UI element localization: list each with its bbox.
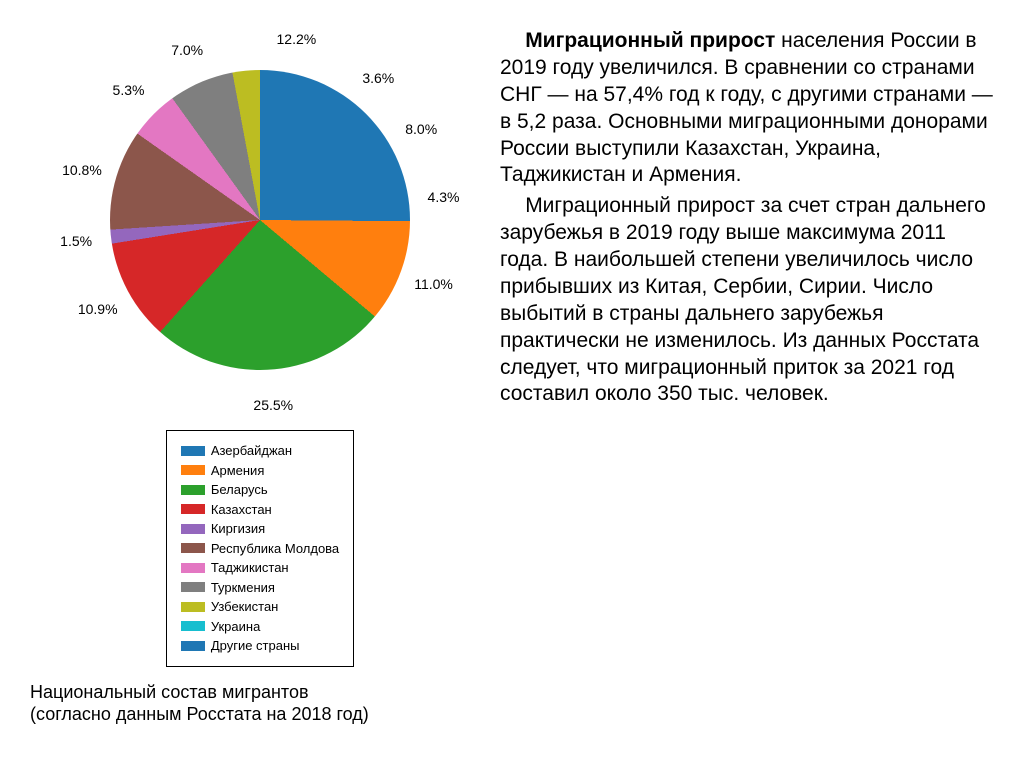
legend-row: Узбекистан [181,597,339,617]
left-column: 4.3% 11.0% 25.5% 10.9% 1.5% 10.8% 5.3% 7.0% 12.2… [0,0,490,767]
pie-slice-label: 10.8% [62,162,102,178]
pie-slice-label: 1.5% [60,233,92,249]
legend-swatch [181,485,205,495]
legend-row: Азербайджан [181,441,339,461]
legend-swatch [181,524,205,534]
legend-label: Беларусь [211,480,268,500]
legend-label: Киргизия [211,519,265,539]
legend-label: Туркмения [211,578,275,598]
legend-swatch [181,563,205,573]
legend-label: Казахстан [211,500,272,520]
pie-slice-label: 8.0% [405,121,437,137]
paragraph-1: Миграционный прирост населения России в … [500,28,994,189]
pie-slice-label: 5.3% [113,82,145,98]
pie-slice-label: 11.0% [414,276,453,292]
pie-slice-label: 10.9% [78,301,118,317]
legend-label: Таджикистан [211,558,289,578]
chart-caption: Национальный состав мигрантов (согласно … [30,681,369,726]
legend-swatch [181,621,205,631]
legend-row: Другие страны [181,636,339,656]
pie-disc [110,70,410,370]
legend-label: Азербайджан [211,441,292,461]
legend-label: Другие страны [211,636,300,656]
legend-row: Киргизия [181,519,339,539]
legend-swatch [181,582,205,592]
pie-slice-label: 3.6% [362,70,394,86]
legend-row: Туркмения [181,578,339,598]
legend-label: Узбекистан [211,597,279,617]
caption-line1: Национальный состав мигрантов [30,682,309,702]
legend-swatch [181,543,205,553]
pie-slice-label: 12.2% [277,31,317,47]
pie-slice-label: 7.0% [171,42,203,58]
legend-label: Республика Молдова [211,539,339,559]
legend-row: Армения [181,461,339,481]
legend-row: Таджикистан [181,558,339,578]
legend-label: Армения [211,461,265,481]
legend-row: Беларусь [181,480,339,500]
legend-row: Украина [181,617,339,637]
pie-slice-label: 25.5% [253,397,293,413]
legend-swatch [181,504,205,514]
legend-row: Казахстан [181,500,339,520]
page: 4.3% 11.0% 25.5% 10.9% 1.5% 10.8% 5.3% 7.0% 12.2… [0,0,1024,767]
legend-box: АзербайджанАрменияБеларусьКазахстанКирги… [166,430,354,667]
paragraph-1-title: Миграционный прирост [525,29,775,52]
paragraph-1-body: населения России в 2019 году увеличился.… [500,29,993,186]
legend-row: Республика Молдова [181,539,339,559]
caption-line2: (согласно данным Росстата на 2018 год) [30,704,369,724]
legend-label: Украина [211,617,261,637]
legend-swatch [181,465,205,475]
paragraph-2: Миграционный прирост за счет стран дальн… [500,193,994,408]
pie-slice-label: 4.3% [428,189,460,205]
right-column: Миграционный прирост населения России в … [490,0,1024,767]
pie-chart: 4.3% 11.0% 25.5% 10.9% 1.5% 10.8% 5.3% 7.0% 12.2… [40,20,480,420]
legend-swatch [181,446,205,456]
legend-swatch [181,641,205,651]
legend-swatch [181,602,205,612]
